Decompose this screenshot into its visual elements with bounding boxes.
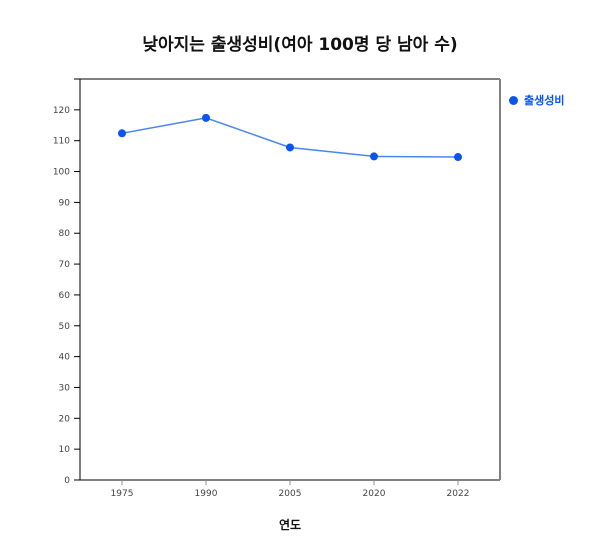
data-point (370, 152, 378, 161)
y-tick-label: 120 (53, 106, 70, 116)
y-tick-label: 80 (59, 229, 71, 239)
y-tick-label: 50 (59, 322, 71, 332)
x-tick-label: 1990 (195, 489, 218, 499)
y-tick-label: 40 (59, 353, 71, 363)
data-point (454, 153, 462, 162)
y-tick-label: 100 (53, 168, 70, 178)
x-tick-label: 1975 (111, 489, 134, 499)
x-tick-label: 2020 (363, 489, 386, 499)
y-tick-label: 70 (59, 260, 71, 270)
data-point (286, 143, 294, 152)
y-tick-label: 0 (64, 476, 70, 486)
y-tick-label: 10 (59, 445, 71, 455)
data-point (202, 113, 210, 122)
y-tick-label: 110 (53, 137, 70, 147)
y-tick-label: 90 (59, 198, 71, 208)
y-tick-label: 30 (59, 383, 71, 393)
legend-item-label: 출생성비 (524, 94, 565, 107)
legend: 출생성비 (509, 92, 564, 108)
x-axis-label: 연도 (278, 518, 302, 532)
x-tick-label: 2022 (447, 489, 470, 499)
y-tick-label: 60 (59, 291, 71, 301)
chart-title: 낮아지는 출생성비(여아 100명 당 남아 수) (142, 35, 458, 55)
legend-marker-icon (509, 95, 518, 105)
x-tick-label: 2005 (279, 489, 302, 499)
y-tick-label: 20 (59, 414, 71, 424)
data-point (118, 129, 126, 138)
